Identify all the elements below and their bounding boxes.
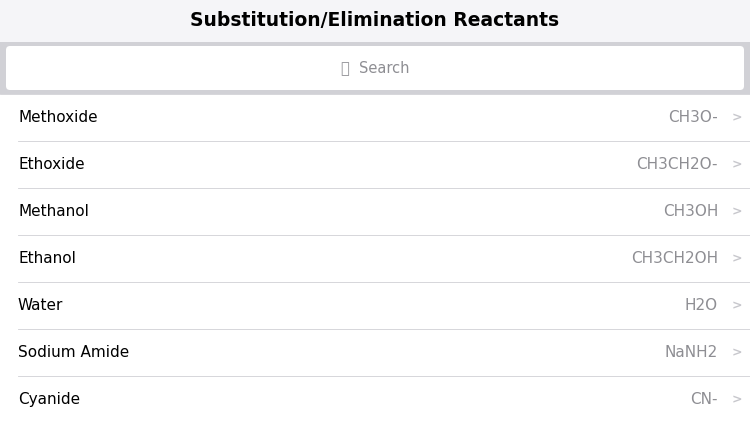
Text: H2O: H2O [685, 298, 718, 313]
Bar [0, 0, 750, 42]
FancyBboxPatch shape [6, 46, 744, 90]
Text: >: > [732, 393, 742, 406]
Bar [0, 42, 750, 94]
Text: >: > [732, 205, 742, 218]
Text: Methanol: Methanol [18, 204, 88, 219]
Text: Ethanol: Ethanol [18, 251, 76, 266]
Text: Substitution/Elimination Reactants: Substitution/Elimination Reactants [190, 11, 560, 30]
Text: Water: Water [18, 298, 63, 313]
Bar [0, 94, 750, 422]
Text: >: > [732, 299, 742, 312]
Text: ⌕  Search: ⌕ Search [340, 60, 410, 76]
Text: CH3CH2OH: CH3CH2OH [631, 251, 718, 266]
Text: >: > [732, 158, 742, 171]
Text: >: > [732, 252, 742, 265]
Text: Methoxide: Methoxide [18, 110, 98, 125]
Text: >: > [732, 111, 742, 124]
Text: CH3OH: CH3OH [663, 204, 718, 219]
Text: CH3O-: CH3O- [668, 110, 718, 125]
Text: >: > [732, 346, 742, 359]
Text: CN-: CN- [691, 392, 718, 407]
Text: NaNH2: NaNH2 [664, 345, 718, 360]
Text: CH3CH2O-: CH3CH2O- [637, 157, 718, 172]
Text: Ethoxide: Ethoxide [18, 157, 85, 172]
Text: Sodium Amide: Sodium Amide [18, 345, 129, 360]
Text: Cyanide: Cyanide [18, 392, 80, 407]
